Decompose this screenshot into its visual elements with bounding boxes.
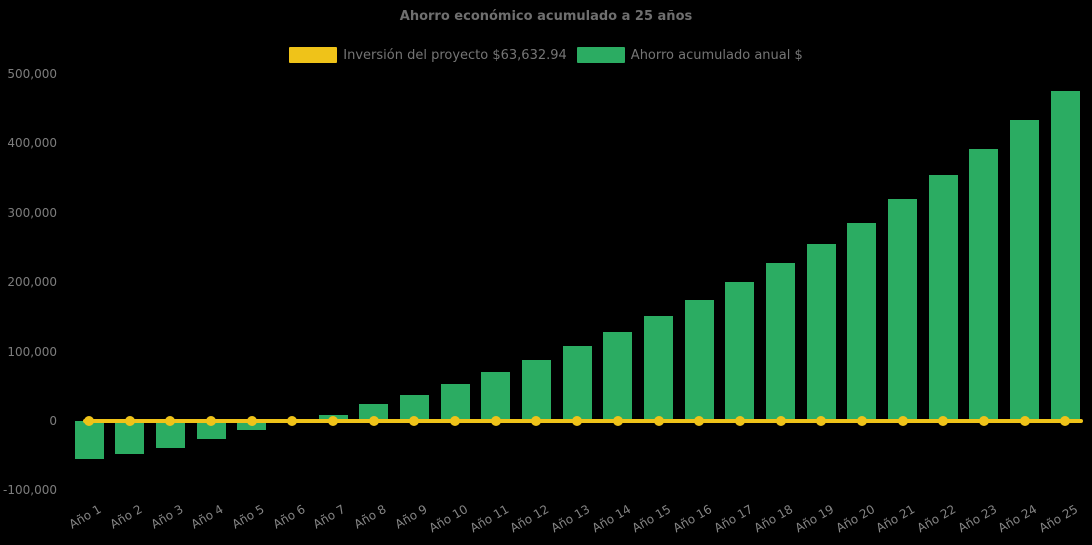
bar-año-23[interactable] <box>969 148 999 421</box>
bar-año-4[interactable] <box>196 421 226 440</box>
x-axis-label-año-12: Año 12 <box>507 502 552 536</box>
inversion-line-marker[interactable] <box>450 416 461 426</box>
bar-año-20[interactable] <box>847 222 877 421</box>
y-axis-tick-label: -100,000 <box>3 483 57 498</box>
inversion-line-marker[interactable] <box>938 416 949 426</box>
x-axis-label-año-24: Año 24 <box>996 502 1040 536</box>
inversion-line-marker[interactable] <box>653 416 664 426</box>
inversion-line-marker[interactable] <box>531 416 542 426</box>
bar-año-14[interactable] <box>603 332 633 421</box>
inversion-line-marker[interactable] <box>856 416 867 426</box>
x-axis-label-año-6: Año 6 <box>270 502 308 532</box>
bar-año-22[interactable] <box>928 175 958 421</box>
inversion-line-marker[interactable] <box>897 416 908 426</box>
x-axis-label-año-15: Año 15 <box>629 502 674 536</box>
x-axis-label-año-10: Año 10 <box>426 502 471 536</box>
inversion-line-marker[interactable] <box>694 416 705 426</box>
inversion-line-marker[interactable] <box>1019 416 1030 426</box>
inversion-line-swatch <box>289 47 338 63</box>
legend-label-ahorro: Ahorro acumulado anual $ <box>630 47 803 63</box>
bar-año-13[interactable] <box>562 346 592 421</box>
legend-item-inversion[interactable]: Inversión del proyecto $63,632.94 <box>289 47 567 63</box>
x-axis-label-año-19: Año 19 <box>792 502 837 536</box>
inversion-line-marker[interactable] <box>287 416 298 426</box>
bar-año-24[interactable] <box>1010 120 1040 421</box>
x-axis-label-año-18: Año 18 <box>751 502 796 536</box>
inversion-line-marker[interactable] <box>490 416 501 426</box>
x-axis-label-año-4: Año 4 <box>189 502 227 532</box>
y-axis-tick-label: 0 <box>49 414 57 428</box>
x-axis-label-año-17: Año 17 <box>711 502 755 536</box>
x-axis-label-año-9: Año 9 <box>392 502 430 532</box>
y-axis-tick-label: 100,000 <box>7 344 57 359</box>
bar-año-21[interactable] <box>888 198 918 421</box>
x-axis-label-año-11: Año 11 <box>467 502 511 536</box>
x-axis-label-año-20: Año 20 <box>833 502 877 536</box>
x-axis-label-año-5: Año 5 <box>229 502 267 532</box>
inversion-line-marker[interactable] <box>572 416 583 426</box>
x-axis-label-año-1: Año 1 <box>67 502 104 532</box>
inversion-line-marker[interactable] <box>165 416 176 426</box>
ahorro-bar-swatch <box>576 47 625 63</box>
x-axis-label-año-13: Año 13 <box>548 502 593 536</box>
bar-año-16[interactable] <box>684 300 714 421</box>
bar-año-15[interactable] <box>644 316 674 421</box>
bar-año-2[interactable] <box>115 421 145 455</box>
x-axis-label-año-8: Año 8 <box>351 502 389 532</box>
bar-año-8[interactable] <box>359 404 389 421</box>
inversion-line-marker[interactable] <box>206 416 217 426</box>
y-axis-tick-label: 500,000 <box>7 67 57 81</box>
x-axis-label-año-2: Año 2 <box>107 502 145 532</box>
bar-año-18[interactable] <box>766 262 796 421</box>
inversion-line-marker[interactable] <box>1060 416 1071 426</box>
chart-title: Ahorro económico acumulado a 25 años <box>399 9 693 24</box>
inversion-line-marker[interactable] <box>734 416 745 426</box>
inversion-line-marker[interactable] <box>84 416 94 426</box>
y-axis-tick-label: 400,000 <box>7 136 57 151</box>
legend-item-ahorro[interactable]: Ahorro acumulado anual $ <box>576 47 803 63</box>
legend-label-inversion: Inversión del proyecto $63,632.94 <box>343 47 567 63</box>
y-axis-tick-label: 300,000 <box>7 205 57 220</box>
x-axis-label-año-7: Año 7 <box>311 502 349 532</box>
bar-año-12[interactable] <box>521 359 551 421</box>
inversion-line-marker[interactable] <box>328 416 339 426</box>
inversion-line <box>83 419 1083 423</box>
x-axis-label-año-23: Año 23 <box>955 502 999 536</box>
inversion-line-marker[interactable] <box>816 416 827 426</box>
bar-año-17[interactable] <box>725 282 755 421</box>
inversion-line-marker[interactable] <box>368 416 379 426</box>
bar-año-25[interactable] <box>1050 90 1080 421</box>
x-axis-label-año-3: Año 3 <box>148 502 186 532</box>
inversion-line-marker[interactable] <box>978 416 989 426</box>
bar-año-1[interactable] <box>74 421 104 460</box>
x-axis-label-año-14: Año 14 <box>589 502 633 536</box>
x-axis-label-año-25: Año 25 <box>1036 502 1081 536</box>
y-axis-tick-label: 200,000 <box>7 275 57 290</box>
inversion-line-marker[interactable] <box>409 416 420 426</box>
x-axis-label-año-21: Año 21 <box>874 502 918 536</box>
legend: Inversión del proyecto $63,632.94 Ahorro… <box>0 46 1092 64</box>
x-axis-label-año-16: Año 16 <box>670 502 715 536</box>
inversion-line-marker[interactable] <box>775 416 786 426</box>
bar-año-10[interactable] <box>440 383 470 421</box>
inversion-line-marker[interactable] <box>246 416 257 426</box>
bar-año-11[interactable] <box>481 372 511 421</box>
inversion-line-marker[interactable] <box>124 416 135 426</box>
x-axis-label-año-22: Año 22 <box>914 502 959 536</box>
inversion-line-marker[interactable] <box>612 416 623 426</box>
bar-año-19[interactable] <box>806 244 836 421</box>
